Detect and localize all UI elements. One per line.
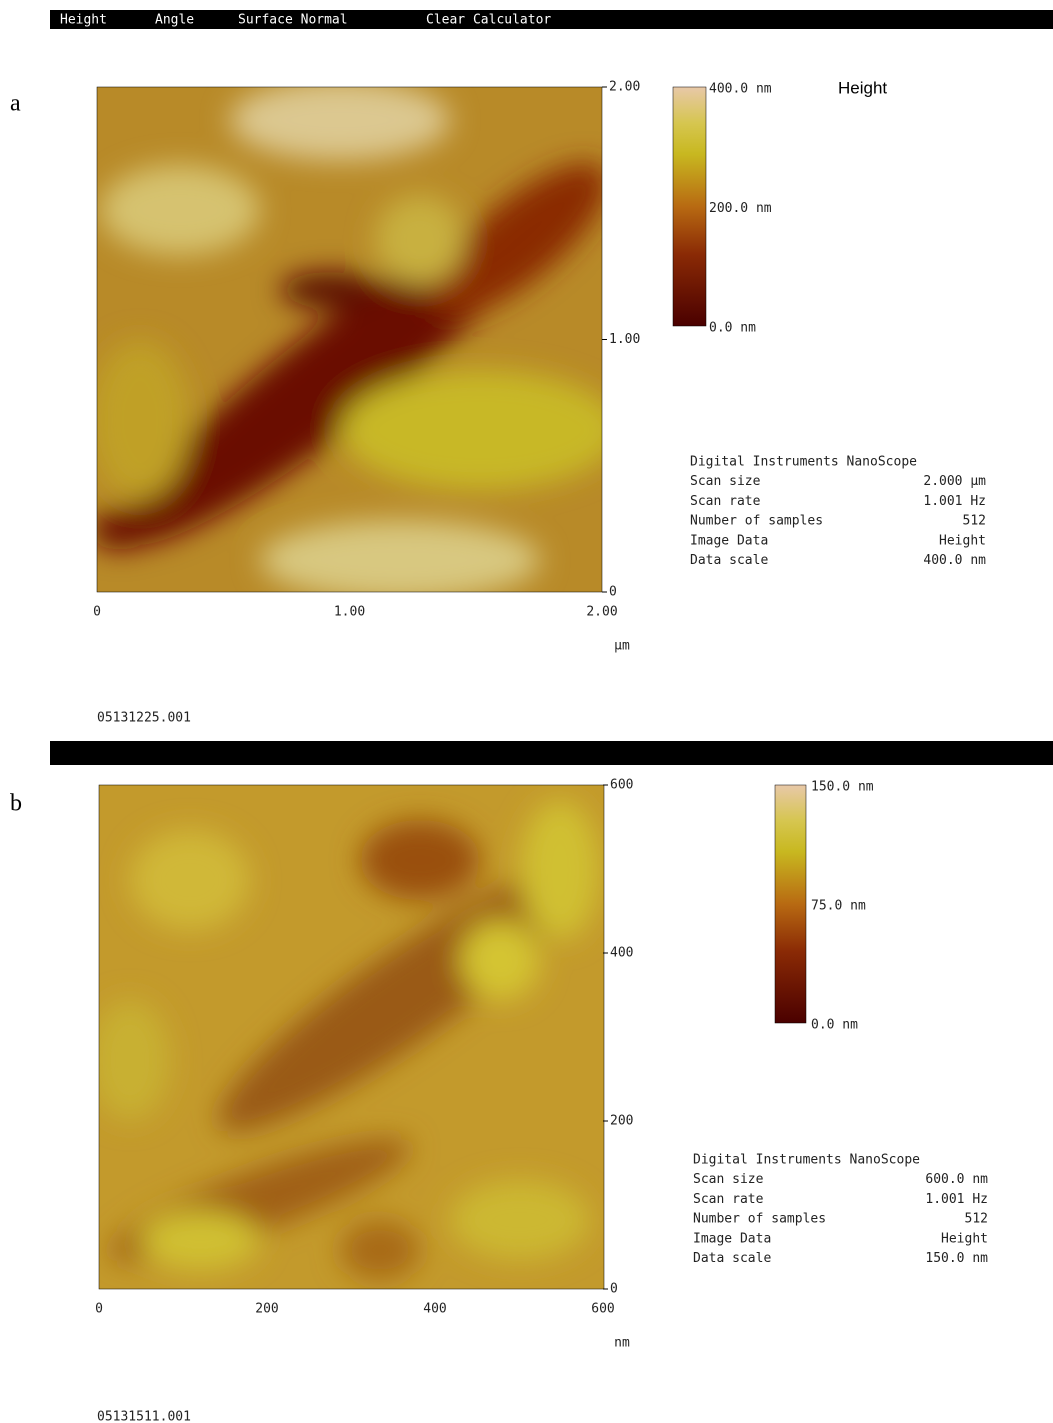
afm-image xyxy=(99,785,604,1289)
colorbar-label: 0.0 nm xyxy=(811,1018,858,1033)
info-value: 600.0 nm xyxy=(925,1172,988,1187)
y-tick-label: 1.00 xyxy=(609,332,640,347)
colorbar-label: 400.0 nm xyxy=(709,82,772,97)
y-tick-label: 0 xyxy=(609,585,617,600)
separator-bar xyxy=(50,741,1053,765)
y-tick-label: 0 xyxy=(610,1282,618,1297)
info-value: Height xyxy=(941,1231,988,1246)
x-tick-label: 200 xyxy=(255,1302,278,1317)
file-name: 05131511.001 xyxy=(97,1410,191,1423)
colorbar xyxy=(774,784,807,1024)
colorbar xyxy=(672,86,707,327)
panel-label: b xyxy=(10,791,22,817)
info-header: Digital Instruments NanoScope xyxy=(690,455,917,470)
info-value: 512 xyxy=(965,1212,988,1227)
info-header: Digital Instruments NanoScope xyxy=(693,1153,920,1168)
axis-unit: nm xyxy=(614,1336,630,1351)
info-key: Scan rate xyxy=(693,1192,764,1207)
image-frame xyxy=(98,784,605,1290)
info-value: 150.0 nm xyxy=(925,1251,988,1266)
y-tick-label: 200 xyxy=(610,1114,633,1129)
x-tick-label: 2.00 xyxy=(586,605,617,620)
y-tick-label: 400 xyxy=(610,946,633,961)
info-key: Scan size xyxy=(693,1172,764,1187)
menu-item: Surface Normal xyxy=(238,13,348,28)
info-value: 1.001 Hz xyxy=(925,1192,988,1207)
colorbar-label: 200.0 nm xyxy=(709,201,772,216)
y-tick-label: 2.00 xyxy=(609,80,640,95)
colorbar-label: 75.0 nm xyxy=(811,899,866,914)
info-value: Height xyxy=(939,533,986,548)
menu-item: Angle xyxy=(155,13,194,28)
x-tick-label: 600 xyxy=(591,1302,614,1317)
info-value: 512 xyxy=(963,514,986,529)
info-key: Scan size xyxy=(690,474,761,489)
x-tick-label: 1.00 xyxy=(334,605,365,620)
info-key: Data scale xyxy=(690,553,768,568)
info-key: Number of samples xyxy=(690,514,823,529)
x-tick-label: 0 xyxy=(93,605,101,620)
info-key: Number of samples xyxy=(693,1212,826,1227)
axis-unit: µm xyxy=(614,639,630,654)
file-name: 05131225.001 xyxy=(97,711,191,726)
info-value: 2.000 µm xyxy=(923,474,986,489)
info-key: Scan rate xyxy=(690,494,761,509)
channel-label: Height xyxy=(838,78,887,97)
menu-item: Clear Calculator xyxy=(426,13,551,28)
info-key: Data scale xyxy=(693,1251,771,1266)
afm-image xyxy=(97,87,602,592)
colorbar-label: 0.0 nm xyxy=(709,321,756,336)
x-tick-label: 400 xyxy=(423,1302,446,1317)
info-key: Image Data xyxy=(690,533,768,548)
panel-label: a xyxy=(10,91,21,117)
info-key: Image Data xyxy=(693,1231,771,1246)
info-value: 1.001 Hz xyxy=(923,494,986,509)
y-tick-label: 600 xyxy=(610,778,633,793)
menu-bar xyxy=(50,10,1053,29)
menu-item: Height xyxy=(60,13,107,28)
info-value: 400.0 nm xyxy=(923,553,986,568)
colorbar-label: 150.0 nm xyxy=(811,780,874,795)
x-tick-label: 0 xyxy=(95,1302,103,1317)
